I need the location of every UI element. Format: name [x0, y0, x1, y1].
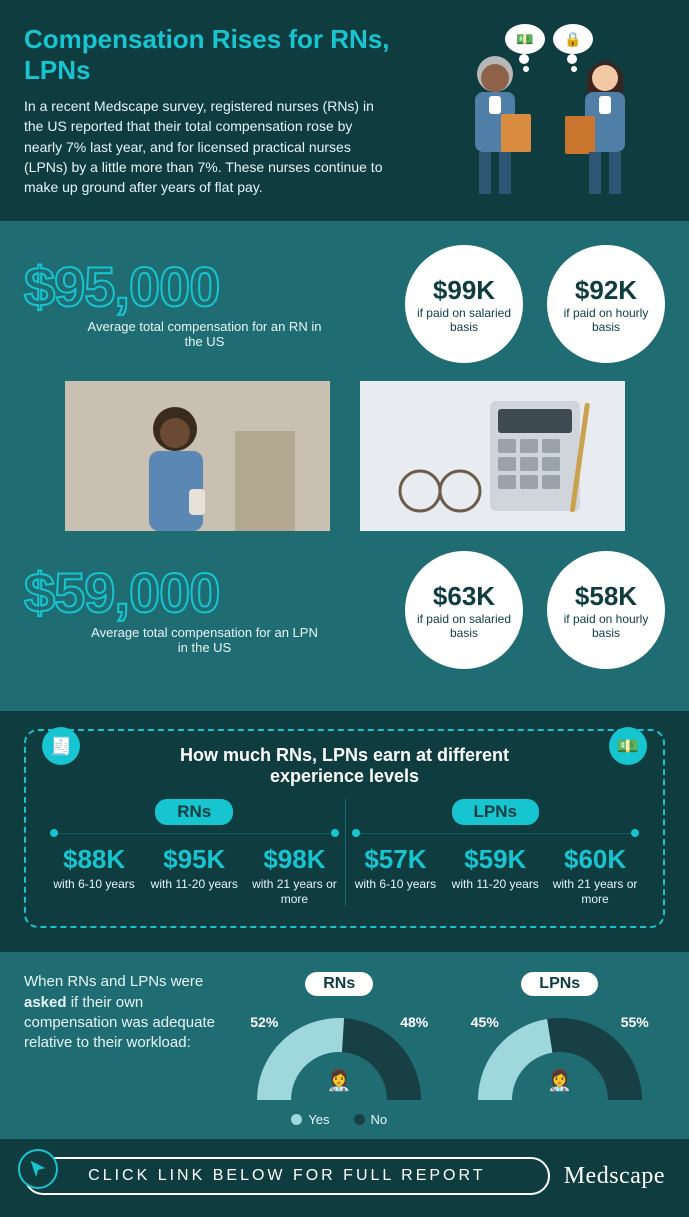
header-text: Compensation Rises for RNs, LPNs In a re…	[24, 24, 429, 197]
money-icon: 💵	[609, 727, 647, 765]
nurse-pair-icon: 👩‍⚕️	[547, 1068, 572, 1093]
experience-item: $59K with 11-20 years	[445, 844, 545, 906]
experience-lpn-label: LPNs	[452, 799, 539, 825]
rn-salaried-value: $99K	[433, 275, 495, 306]
experience-value: $98K	[244, 844, 344, 875]
experience-caption: with 21 years or more	[545, 877, 645, 906]
rn-average-caption: Average total compensation for an RN in …	[85, 319, 325, 349]
adequacy-prompt-prefix: When RNs and LPNs were	[24, 973, 203, 990]
experience-lpn-column: LPNs $57K with 6-10 years $59K with 11-20 y…	[345, 799, 646, 906]
lpn-salaried-value: $63K	[433, 581, 495, 612]
donut-charts: RNs 52% 48% 👩‍⚕️ Yes No LPNs 45% 55% 👩‍⚕…	[234, 972, 665, 1127]
experience-lpn-grid: $57K with 6-10 years $59K with 11-20 years$…	[346, 844, 646, 906]
experience-item: $98Kwith 21 years or more	[244, 844, 344, 906]
rn-donut-label: RNs	[305, 972, 373, 996]
lpn-average-amount: $59,000	[24, 565, 385, 621]
rn-hourly-value: $92K	[575, 275, 637, 306]
lpn-donut-block: LPNs 45% 55% 👩‍⚕️	[465, 972, 655, 1127]
nurse-illustration-right	[555, 44, 655, 194]
brand-logo: Medscape	[564, 1163, 665, 1190]
lpn-salaried-caption: if paid on salaried basis	[413, 612, 515, 641]
lpn-hourly-circle: $58K if paid on hourly basis	[547, 551, 665, 669]
rn-hourly-circle: $92K if paid on hourly basis	[547, 245, 665, 363]
photo-row	[24, 381, 665, 531]
rn-yes-pct: 52%	[250, 1014, 278, 1030]
experience-item: $60Kwith 21 years or more	[545, 844, 645, 906]
lpn-average: $59,000 Average total compensation for a…	[24, 565, 385, 655]
experience-value: $60K	[545, 844, 645, 875]
experience-caption: with 6-10 years	[346, 877, 446, 891]
experience-box: 🧾 💵 How much RNs, LPNs earn at different…	[24, 729, 665, 928]
experience-title: How much RNs, LPNs earn at different exp…	[165, 745, 525, 787]
adequacy-prompt: When RNs and LPNs were asked if their ow…	[24, 972, 224, 1053]
page-title: Compensation Rises for RNs, LPNs	[24, 24, 429, 86]
nurse-photo-placeholder	[65, 381, 330, 531]
experience-caption: with 11-20 years	[144, 877, 244, 891]
lpn-average-caption: Average total compensation for an LPN in…	[85, 625, 325, 655]
rn-salaried-caption: if paid on salaried basis	[413, 306, 515, 335]
adequacy-prompt-strong: asked	[24, 994, 67, 1011]
adequacy-section: When RNs and LPNs were asked if their ow…	[0, 952, 689, 1139]
calculator-photo-placeholder	[360, 381, 625, 531]
rn-salaried-circle: $99K if paid on salaried basis	[405, 245, 523, 363]
rn-stat-row: $95,000 Average total compensation for a…	[24, 245, 665, 363]
legend-no-swatch	[354, 1114, 365, 1125]
lpn-yes-pct: 45%	[471, 1014, 499, 1030]
legend-yes-swatch	[291, 1114, 302, 1125]
nurse-illustration-left	[445, 44, 545, 194]
header: Compensation Rises for RNs, LPNs In a re…	[0, 0, 689, 221]
rn-average-amount: $95,000	[24, 259, 385, 315]
experience-value: $59K	[445, 844, 545, 875]
rn-donut-block: RNs 52% 48% 👩‍⚕️ Yes No	[244, 972, 434, 1127]
experience-caption: with 21 years or more	[244, 877, 344, 906]
cta-label: CLICK LINK BELOW FOR FULL REPORT	[88, 1167, 485, 1184]
experience-value: $95K	[144, 844, 244, 875]
experience-caption: with 11-20 years	[445, 877, 545, 891]
lpn-salaried-circle: $63K if paid on salaried basis	[405, 551, 523, 669]
lpn-no-pct: 55%	[621, 1014, 649, 1030]
rn-average: $95,000 Average total compensation for a…	[24, 259, 385, 349]
legend-yes: Yes	[291, 1112, 329, 1127]
lpn-donut-label: LPNs	[521, 972, 598, 996]
rn-donut: 52% 48% 👩‍⚕️	[244, 1000, 434, 1110]
experience-item: $57K with 6-10 years	[346, 844, 446, 906]
lpn-circles: $63K if paid on salaried basis $58K if p…	[405, 551, 665, 669]
rn-circles: $99K if paid on salaried basis $92K if p…	[405, 245, 665, 363]
nurse-pair-icon: 👩‍⚕️	[327, 1068, 352, 1093]
rn-no-pct: 48%	[400, 1014, 428, 1030]
lpn-hourly-value: $58K	[575, 581, 637, 612]
cta-button[interactable]: CLICK LINK BELOW FOR FULL REPORT	[24, 1157, 550, 1195]
legend-no: No	[354, 1112, 388, 1127]
experience-caption: with 6-10 years	[44, 877, 144, 891]
experience-rn-column: RNs $88K with 6-10 years$95K with 11-20 ye…	[44, 799, 345, 906]
cash-register-icon: 🧾	[42, 727, 80, 765]
experience-panel: 🧾 💵 How much RNs, LPNs earn at different…	[0, 711, 689, 952]
header-illustration: 💵 🔒	[445, 24, 665, 194]
experience-item: $95K with 11-20 years	[144, 844, 244, 906]
intro-paragraph: In a recent Medscape survey, registered …	[24, 96, 394, 197]
compensation-stats: $95,000 Average total compensation for a…	[0, 221, 689, 711]
donut-legend: Yes No	[244, 1112, 434, 1127]
lpn-stat-row: $59,000 Average total compensation for a…	[24, 551, 665, 669]
experience-rn-label: RNs	[155, 799, 233, 825]
experience-rn-grid: $88K with 6-10 years$95K with 11-20 years$…	[44, 844, 345, 906]
rn-hourly-caption: if paid on hourly basis	[555, 306, 657, 335]
footer: CLICK LINK BELOW FOR FULL REPORT Medscap…	[0, 1139, 689, 1217]
experience-item: $88K with 6-10 years	[44, 844, 144, 906]
experience-value: $57K	[346, 844, 446, 875]
lpn-hourly-caption: if paid on hourly basis	[555, 612, 657, 641]
experience-value: $88K	[44, 844, 144, 875]
lpn-donut: 45% 55% 👩‍⚕️	[465, 1000, 655, 1110]
cursor-icon	[18, 1149, 58, 1189]
